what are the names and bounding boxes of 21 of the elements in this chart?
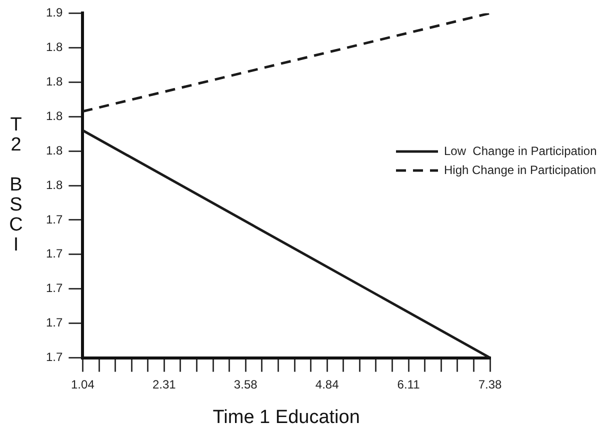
y-tick-label: 1.8 (46, 178, 63, 192)
x-tick-label: 6.11 (397, 377, 420, 392)
y-tick-label: 1.8 (46, 143, 63, 158)
x-tick-label: 1.04 (71, 377, 95, 392)
y-tick-label: 1.8 (46, 108, 63, 123)
y-tick-label: 1.7 (46, 246, 63, 261)
y-axis-title: T2 BSCI (9, 114, 23, 256)
legend-label: Low Change in Participation (444, 144, 597, 158)
x-tick-label: 2.31 (152, 377, 176, 392)
y-tick-label: 1.7 (46, 212, 63, 226)
x-tick-label: 7.38 (478, 377, 502, 392)
y-tick-label: 1.7 (46, 281, 63, 296)
legend-label: High Change in Participation (444, 162, 596, 177)
y-tick-label: 1.8 (46, 40, 63, 54)
y-tick-label: 1.9 (46, 6, 63, 20)
y-tick-label: 1.7 (46, 316, 63, 330)
x-axis-title: Time 1 Education (212, 406, 360, 428)
x-tick-label: 3.58 (234, 377, 258, 392)
y-tick-label: 1.8 (46, 74, 63, 88)
y-tick-label: 1.7 (46, 350, 63, 364)
x-tick-label: 4.84 (315, 377, 340, 392)
